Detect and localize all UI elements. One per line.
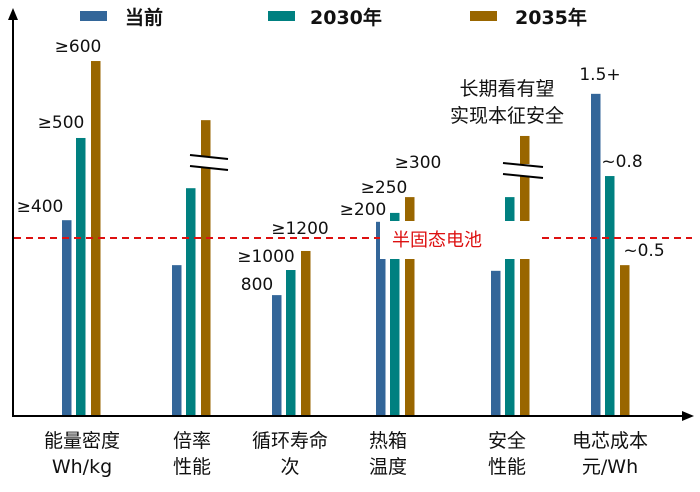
category-label: 元/Wh [582, 456, 638, 478]
data-label: ~0.8 [601, 152, 642, 172]
bar [520, 135, 530, 416]
category-label: 能量密度 [44, 430, 120, 452]
axes [8, 8, 694, 421]
bar [505, 197, 515, 416]
category-label: Wh/kg [52, 456, 112, 478]
bar [390, 212, 400, 416]
bar [286, 270, 296, 416]
reference-label-box [380, 221, 540, 259]
category-label: 次 [280, 456, 299, 478]
data-labels: ≥400 800 ≥200 1.5+ ≥500 ≥1000 ≥250 ~0.8 ≥600 ≥120… [17, 37, 665, 295]
data-label: ≥1200 [271, 219, 329, 239]
data-label: ≥500 [38, 113, 85, 133]
data-label: ≥1000 [237, 247, 295, 267]
axis-break-gap [192, 156, 226, 168]
bar [491, 270, 501, 416]
bar [605, 176, 615, 416]
data-label: ≥250 [361, 178, 408, 198]
bar [301, 250, 311, 416]
bar [376, 221, 386, 416]
bar [186, 188, 196, 416]
bar [62, 220, 72, 416]
bar [91, 61, 101, 416]
category-label: 性能 [488, 456, 526, 478]
annotation-line-1: 长期看有望 [459, 78, 554, 100]
category-label: 循环寿命 [252, 430, 328, 452]
category-label: 电芯成本 [572, 430, 648, 452]
legend: 当前 2030年 2035年 [80, 6, 587, 29]
legend-swatch [470, 11, 497, 21]
category-label: 温度 [369, 456, 407, 478]
legend-swatch [268, 11, 295, 21]
legend-label: 2035年 [515, 6, 587, 29]
legend-swatch [80, 11, 107, 21]
axis-break-gap [505, 164, 541, 176]
data-label: ≥600 [55, 37, 102, 57]
category-label: 安全 [488, 430, 526, 452]
bar [172, 265, 182, 416]
annotation-line-2: 实现本征安全 [450, 105, 564, 127]
data-label: ≥200 [340, 200, 387, 220]
data-label: ≥400 [17, 197, 64, 217]
category-label: 倍率 [173, 430, 211, 452]
reference-line-label: 半固态电池 [392, 230, 482, 251]
bar [272, 295, 282, 416]
legend-label: 当前 [125, 6, 163, 29]
data-label: 1.5+ [579, 65, 620, 85]
bar [620, 265, 630, 416]
category-label: 性能 [173, 456, 211, 478]
data-label: ≥300 [395, 153, 442, 173]
legend-label: 2030年 [310, 6, 382, 29]
data-label: ~0.5 [623, 241, 664, 261]
x-axis-arrow [682, 411, 694, 421]
bar [76, 137, 86, 417]
bar [201, 120, 211, 416]
axis-break-mark [502, 173, 544, 179]
y-axis-arrow [8, 8, 18, 20]
bar [405, 197, 415, 416]
data-label: 800 [241, 275, 273, 295]
category-label: 热箱 [369, 430, 407, 452]
axis-break-mark [502, 162, 544, 168]
bar [591, 93, 601, 417]
axis-break-mark [189, 165, 229, 171]
reference-line: 半固态电池 [14, 221, 692, 259]
axis-break-mark [189, 154, 229, 160]
bars [62, 61, 630, 417]
